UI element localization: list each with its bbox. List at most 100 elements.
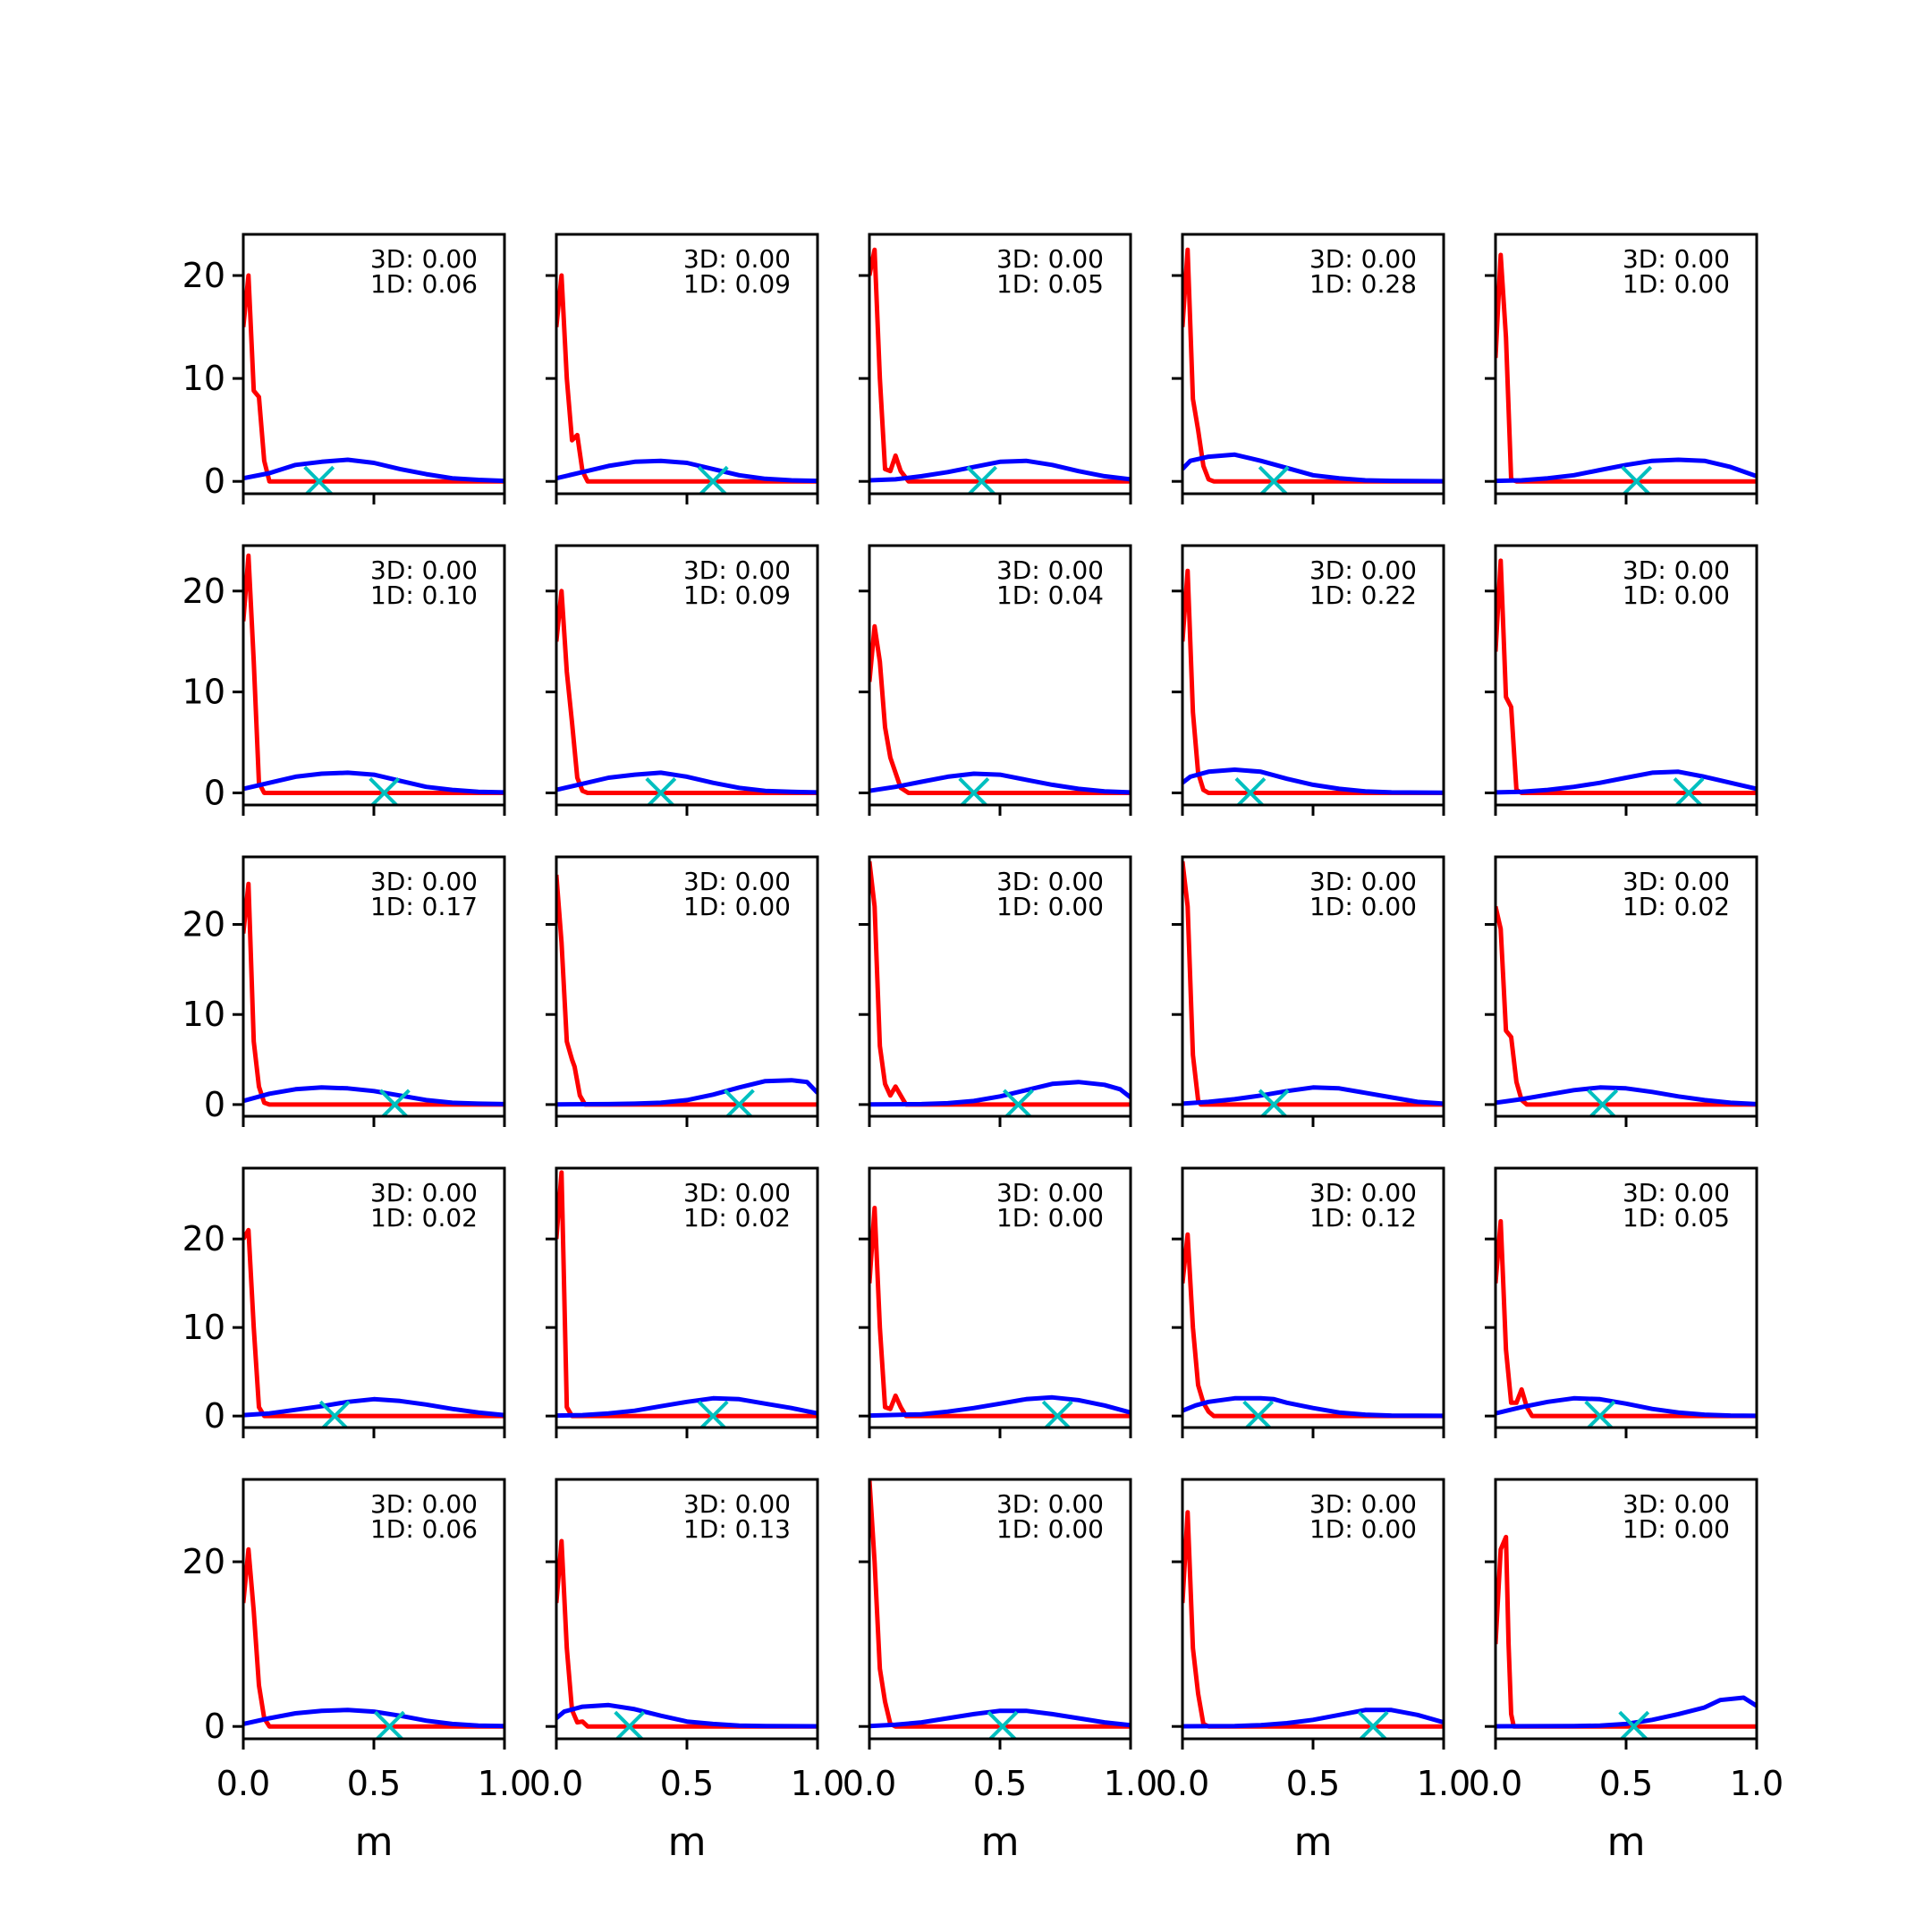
x-tick-label: 1.0	[1104, 1764, 1157, 1803]
x-marker	[1234, 777, 1267, 805]
annotation-3d: 3D: 0.00	[1623, 244, 1730, 274]
annotation-1d: 1D: 0.00	[683, 892, 791, 921]
x-tick-label: 0.5	[973, 1764, 1027, 1803]
x-tick-label: 1.0	[478, 1764, 531, 1803]
y-tick-label: 20	[182, 256, 225, 295]
y-tick-label: 0	[204, 462, 225, 501]
x-marker	[1618, 1710, 1650, 1739]
x-marker	[1621, 465, 1653, 494]
blue-series-line	[243, 1396, 504, 1418]
y-tick-label: 20	[182, 1542, 225, 1581]
annotation-1d: 1D: 0.17	[370, 892, 478, 921]
blue-series-line	[1182, 1707, 1444, 1729]
x-marker	[1587, 1089, 1619, 1116]
red-series-line	[556, 1170, 818, 1419]
annotation-3d: 3D: 0.00	[996, 244, 1104, 274]
annotation-1d: 1D: 0.00	[996, 892, 1104, 921]
plot-area	[556, 589, 818, 805]
blue-series-line	[556, 1078, 818, 1107]
red-series-line	[1496, 1218, 1757, 1419]
annotation-1d: 1D: 0.00	[996, 1203, 1104, 1233]
blue-series-line	[1496, 457, 1757, 484]
x-marker	[1003, 1089, 1034, 1116]
annotation-1d: 1D: 0.09	[683, 269, 791, 299]
annotation-3d: 3D: 0.00	[370, 867, 478, 896]
annotation-3d: 3D: 0.00	[1309, 867, 1417, 896]
plot-area	[243, 881, 504, 1116]
annotation-3d: 3D: 0.00	[1309, 244, 1417, 274]
x-marker	[987, 1710, 1019, 1739]
annotation-1d: 1D: 0.02	[683, 1203, 791, 1233]
x-axis-label: m	[1294, 1819, 1333, 1865]
x-marker	[374, 1710, 405, 1739]
plot-area	[1496, 558, 1757, 805]
annotation-3d: 3D: 0.00	[370, 244, 478, 274]
plot-area	[1496, 905, 1757, 1116]
y-tick-label: 10	[182, 1308, 225, 1347]
y-tick-label: 0	[204, 1085, 225, 1124]
annotation-1d: 1D: 0.22	[1309, 580, 1417, 610]
annotation-3d: 3D: 0.00	[1623, 867, 1730, 896]
y-tick-label: 10	[182, 673, 225, 712]
annotation-1d: 1D: 0.28	[1309, 269, 1417, 299]
y-tick-label: 20	[182, 1219, 225, 1258]
annotation-1d: 1D: 0.00	[996, 1514, 1104, 1544]
blue-series-line	[869, 458, 1131, 483]
x-tick-label: 1.0	[1417, 1764, 1470, 1803]
blue-series-line	[556, 1702, 818, 1729]
blue-series-line	[1496, 769, 1757, 795]
red-series-line	[243, 881, 504, 1107]
plot-area	[1496, 1534, 1757, 1739]
red-series-line	[1182, 247, 1444, 484]
y-tick-label: 10	[182, 359, 225, 398]
plot-area	[869, 860, 1131, 1116]
blue-series-line	[869, 771, 1131, 795]
annotation-3d: 3D: 0.00	[1623, 1178, 1730, 1208]
blue-series-line	[1182, 1395, 1444, 1419]
annotation-3d: 3D: 0.00	[1309, 1178, 1417, 1208]
annotation-3d: 3D: 0.00	[1623, 555, 1730, 585]
annotation-3d: 3D: 0.00	[683, 1489, 791, 1519]
annotation-1d: 1D: 0.13	[683, 1514, 791, 1544]
plot-area	[1496, 252, 1757, 494]
annotation-1d: 1D: 0.06	[370, 1514, 478, 1544]
annotation-1d: 1D: 0.10	[370, 580, 478, 610]
annotation-1d: 1D: 0.02	[1623, 892, 1730, 921]
plot-area	[1182, 1510, 1444, 1739]
annotation-1d: 1D: 0.00	[1623, 1514, 1730, 1544]
blue-series-line	[1496, 1395, 1757, 1419]
annotation-3d: 3D: 0.00	[683, 555, 791, 585]
blue-series-line	[1496, 1695, 1757, 1729]
x-marker	[1258, 465, 1290, 494]
annotation-1d: 1D: 0.00	[1309, 892, 1417, 921]
plot-area	[243, 553, 504, 805]
annotation-3d: 3D: 0.00	[370, 1489, 478, 1519]
x-tick-label: 1.0	[791, 1764, 844, 1803]
red-series-line	[243, 1546, 504, 1729]
x-tick-label: 0.0	[530, 1764, 583, 1803]
plot-area	[869, 623, 1131, 805]
x-marker	[614, 1710, 646, 1739]
x-marker	[1242, 1400, 1275, 1428]
x-marker	[1673, 777, 1705, 805]
annotation-1d: 1D: 0.00	[1309, 1514, 1417, 1544]
annotation-1d: 1D: 0.00	[1623, 580, 1730, 610]
annotation-3d: 3D: 0.00	[996, 555, 1104, 585]
annotation-1d: 1D: 0.02	[370, 1203, 478, 1233]
x-tick-label: 0.5	[347, 1764, 401, 1803]
